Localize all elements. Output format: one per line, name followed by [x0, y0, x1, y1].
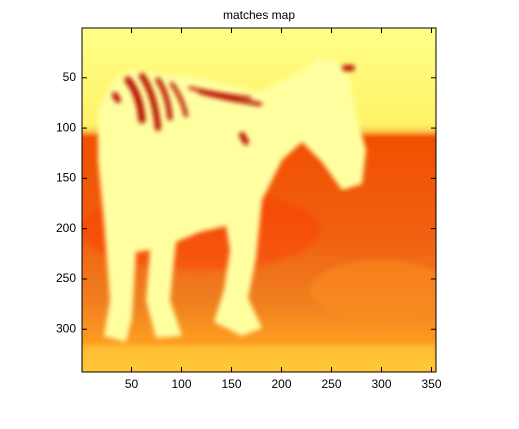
x-tick-label: 200 — [271, 377, 291, 391]
axes-box — [81, 27, 437, 373]
x-tick-label: 300 — [371, 377, 391, 391]
y-tick-label: 50 — [63, 70, 77, 84]
y-tick-label: 200 — [56, 221, 76, 235]
y-tick-label: 150 — [56, 171, 76, 185]
y-tick-label: 100 — [56, 120, 76, 134]
x-tick-label: 150 — [221, 377, 241, 391]
x-tick-label: 50 — [125, 377, 139, 391]
y-tick-label: 300 — [56, 321, 76, 335]
x-tick-label: 350 — [421, 377, 441, 391]
x-tick-label: 250 — [321, 377, 341, 391]
y-tick-label: 250 — [56, 271, 76, 285]
image — [82, 28, 436, 372]
chart-title: matches map — [223, 8, 295, 22]
x-tick-label: 100 — [171, 377, 191, 391]
